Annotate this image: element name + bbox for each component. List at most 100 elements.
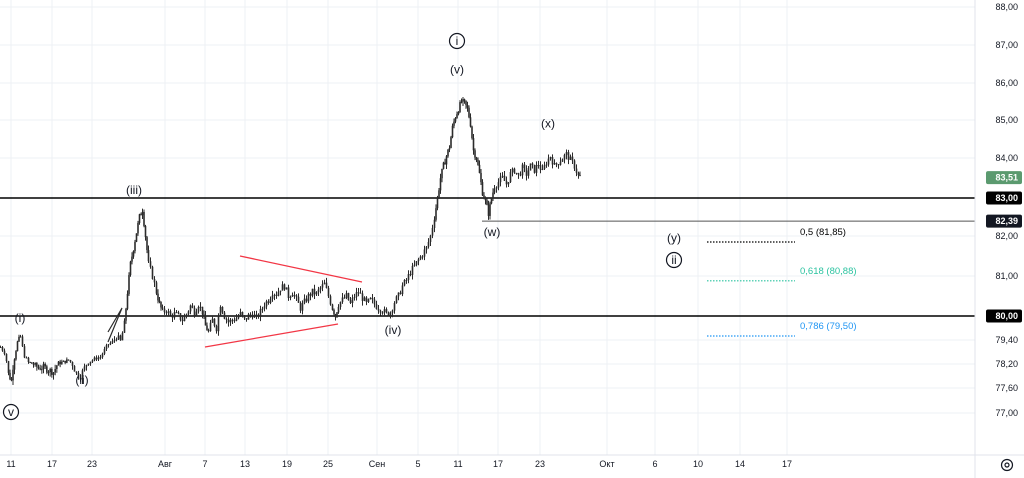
time-tick-label: 5 xyxy=(415,459,420,469)
candle-body xyxy=(507,182,510,185)
candle-body xyxy=(51,368,53,375)
candle-body xyxy=(207,330,210,332)
candle-body xyxy=(181,319,184,322)
triangle-lower-line xyxy=(204,323,339,348)
time-tick-label: 6 xyxy=(652,459,657,469)
support-price-tag: 82,39 xyxy=(995,216,1018,226)
candle-body xyxy=(349,300,352,304)
wave-label-circle xyxy=(665,251,683,269)
candle-body xyxy=(93,357,96,361)
candle-body xyxy=(451,125,454,138)
candle-body xyxy=(56,365,58,369)
candle-body xyxy=(64,360,66,363)
candle-body xyxy=(329,296,332,305)
candle-body xyxy=(369,297,372,299)
candle-body xyxy=(411,265,414,275)
candle-body xyxy=(109,342,112,345)
time-tick-label: Авг xyxy=(158,459,173,469)
wave-label: (i) xyxy=(15,311,26,325)
level-price-tag-bg xyxy=(986,309,1022,323)
candle-body xyxy=(29,362,31,364)
candle-body xyxy=(263,306,266,309)
candle-body xyxy=(44,363,46,367)
candle-body xyxy=(241,311,244,316)
candle-body xyxy=(427,241,430,247)
time-tick-label: 23 xyxy=(535,459,545,469)
candle-body xyxy=(160,301,162,308)
candle-body xyxy=(317,289,320,293)
wave-label: (y) xyxy=(667,231,681,245)
candle-body xyxy=(533,164,536,173)
candle-body xyxy=(433,219,436,228)
candle-body xyxy=(87,363,90,366)
candle-body xyxy=(571,156,574,161)
settings-button[interactable] xyxy=(1000,458,1014,472)
candle-body xyxy=(101,353,104,358)
price-tick-label: 85,00 xyxy=(995,115,1018,125)
candle-body xyxy=(25,357,28,359)
candle-body xyxy=(293,294,296,296)
candle-body xyxy=(215,325,218,332)
candle-body xyxy=(579,175,581,177)
candle-body xyxy=(477,159,479,165)
candle-body xyxy=(171,315,174,318)
candle-body xyxy=(345,293,348,298)
candle-body xyxy=(135,233,138,242)
candle-body xyxy=(261,308,264,310)
candle-body xyxy=(337,306,340,313)
wave-label: (iii) xyxy=(126,183,142,197)
candle-body xyxy=(484,198,487,201)
candle-body xyxy=(285,287,288,290)
candle-body xyxy=(397,292,400,297)
candle-body xyxy=(519,174,522,176)
candle-body xyxy=(177,312,180,314)
candle-body xyxy=(545,164,548,166)
candle-body xyxy=(10,379,13,381)
candle-body xyxy=(257,314,260,317)
candle-body xyxy=(105,345,108,349)
candle-body xyxy=(165,312,168,314)
candle-body xyxy=(381,312,384,314)
candle-body xyxy=(474,150,476,158)
fib-level-label: 0,786 (79,50) xyxy=(800,321,857,332)
candle-body xyxy=(499,176,502,183)
candle-body xyxy=(450,137,452,149)
candle-body xyxy=(129,261,132,276)
candle-body xyxy=(478,164,481,173)
candle-body xyxy=(97,357,100,360)
wave-label: (iv) xyxy=(385,323,402,337)
candle-body xyxy=(99,357,102,359)
candle-body xyxy=(559,161,562,165)
candle-body xyxy=(219,306,222,316)
candle-body xyxy=(481,182,484,196)
candle-body xyxy=(325,282,328,288)
candle-body xyxy=(19,336,22,338)
wave-label-circle xyxy=(448,32,466,50)
candle-body xyxy=(309,293,312,296)
candle-body xyxy=(27,357,30,363)
candle-body xyxy=(12,369,14,381)
candle-body xyxy=(339,301,342,307)
candle-body xyxy=(469,117,472,127)
candle-body xyxy=(343,297,346,299)
candle-body xyxy=(273,294,276,296)
candle-body xyxy=(483,195,485,199)
candle-body xyxy=(379,310,382,313)
candle-body xyxy=(415,261,418,265)
time-tick-label: Окт xyxy=(599,459,614,469)
time-axis[interactable]: 11 17 23 Авг 7 13 19 25 Сен 5 11 17 23 Окт 6 10 14 17 xyxy=(0,454,1024,469)
candle-body xyxy=(255,314,258,316)
price-tick-label: 77,60 xyxy=(995,383,1018,393)
price-tick-label: 77,00 xyxy=(995,408,1018,418)
time-tick-label: 17 xyxy=(493,459,503,469)
price-axis[interactable]: 77,00 77,60 78,20 79,40 80,00 81,00 82,00 83,00… xyxy=(974,0,1022,478)
candle-body xyxy=(321,284,324,288)
candle-body xyxy=(399,292,402,295)
candle-body xyxy=(140,214,142,216)
candle-body xyxy=(34,363,36,365)
candle-body xyxy=(525,168,528,176)
candle-body xyxy=(447,149,449,157)
price-tick-label: 78,20 xyxy=(995,359,1018,369)
